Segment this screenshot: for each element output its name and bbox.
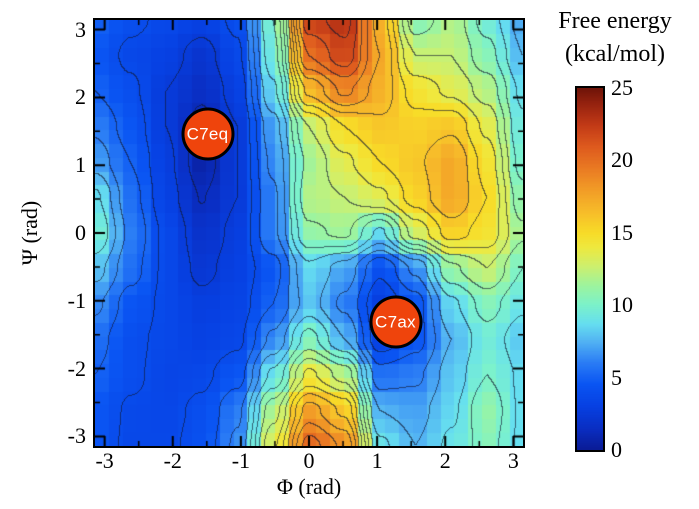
colorbar-tick-label: 20 bbox=[611, 147, 633, 173]
colorbar-tick-label: 25 bbox=[611, 75, 633, 100]
y-tick-label: 0 bbox=[75, 220, 86, 245]
x-tick-label: -3 bbox=[95, 448, 114, 473]
colorbar bbox=[575, 86, 605, 452]
colorbar-gradient-canvas bbox=[577, 88, 603, 450]
x-axis-label: Φ (rad) bbox=[276, 474, 342, 499]
x-tick-label: -1 bbox=[231, 448, 251, 473]
annotation-marker-c7ax: C7ax bbox=[369, 295, 422, 349]
colorbar-title-line1: Free energy bbox=[558, 8, 672, 34]
x-tick-label: 2 bbox=[439, 448, 451, 473]
x-tick-label: 3 bbox=[507, 448, 519, 473]
colorbar-tick-label: 0 bbox=[611, 437, 622, 462]
x-tick-label: 1 bbox=[371, 448, 383, 473]
annotation-marker-c7eq: C7eq bbox=[181, 107, 234, 161]
y-tick-label: 3 bbox=[75, 16, 86, 42]
y-tick-label: -3 bbox=[67, 423, 86, 449]
colorbar-tick-label: 5 bbox=[611, 364, 622, 390]
y-tick-label: 1 bbox=[75, 152, 86, 178]
y-tick-label: -1 bbox=[67, 287, 86, 313]
annotation-label-c7ax: C7ax bbox=[375, 312, 416, 332]
y-tick-label: -2 bbox=[67, 355, 86, 381]
colorbar-title-line2: (kcal/mol) bbox=[565, 41, 665, 67]
colorbar-tick-label: 10 bbox=[611, 292, 633, 318]
x-tick-label: -2 bbox=[163, 448, 182, 473]
plot-area bbox=[93, 18, 525, 448]
colorbar-tick-label: 15 bbox=[611, 219, 633, 245]
x-tick-label: 0 bbox=[303, 448, 315, 473]
y-tick-label: 2 bbox=[75, 84, 86, 110]
annotation-label-c7eq: C7eq bbox=[186, 124, 229, 143]
contour-heatmap-canvas bbox=[95, 20, 523, 446]
